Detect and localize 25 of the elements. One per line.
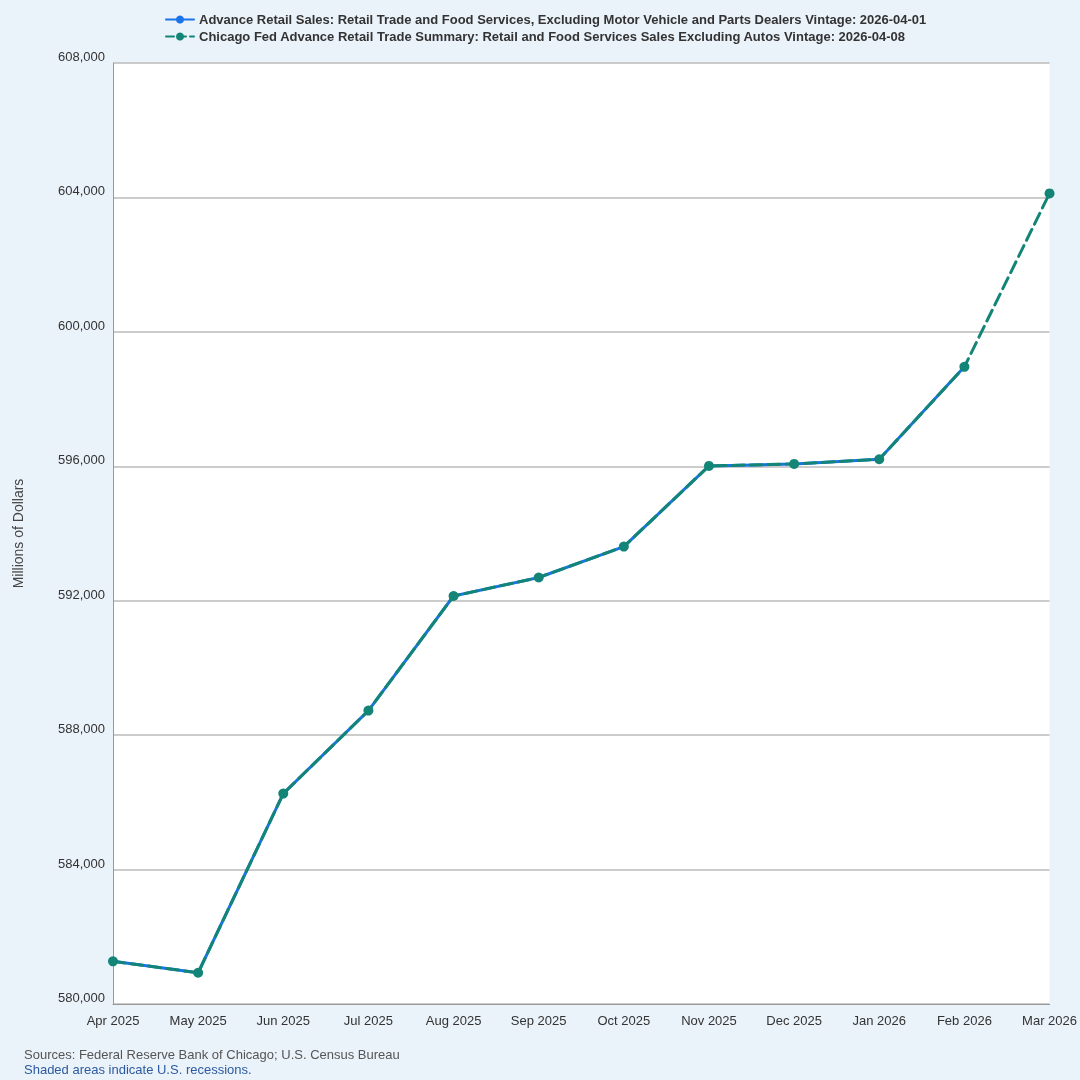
y-tick-label: 584,000: [58, 855, 105, 871]
legend-label: Advance Retail Sales: Retail Trade and Food Services, Excluding Motor Vehicle and Parts Dealers Vintage: 2026-04-01: [199, 12, 927, 27]
x-tick-label: Feb 2026: [936, 1013, 992, 1028]
y-tick-label: 588,000: [58, 721, 105, 737]
x-tick-label: Apr 2025: [86, 1013, 140, 1028]
y-tick-label: 596,000: [58, 452, 105, 468]
y-tick-label: 608,000: [58, 49, 105, 64]
x-tick-label: Sep 2025: [510, 1013, 567, 1028]
x-tick-label: Nov 2025: [681, 1013, 737, 1028]
y-tick-label: 600,000: [58, 317, 105, 333]
x-tick-label: Oct 2025: [597, 1013, 651, 1028]
y-tick-label: 580,000: [58, 990, 105, 1005]
y-tick-label: 592,000: [58, 586, 105, 602]
x-tick-label: Jan 2026: [852, 1013, 907, 1028]
x-tick-label: Mar 2026: [1022, 1013, 1077, 1028]
x-tick-label: Jul 2025: [343, 1013, 393, 1028]
legend-label: Chicago Fed Advance Retail Trade Summary: Retail and Food Services Sales Excluding Autos Vintage: 2026-04-08: [199, 29, 906, 44]
x-tick-label: Dec 2025: [766, 1013, 822, 1028]
x-tick-label: May 2025: [169, 1013, 227, 1028]
x-tick-label: Jun 2025: [256, 1013, 311, 1028]
y-axis-title: Millions of Dollars: [10, 478, 26, 589]
y-tick-label: 604,000: [58, 183, 105, 199]
source-note: Sources: Federal Reserve Bank of Chicago; U.S. Census Bureau: [24, 1047, 400, 1062]
x-tick-label: Aug 2025: [425, 1013, 482, 1028]
text: Shaded areas indicate U.S. recessions.: [24, 1062, 252, 1077]
